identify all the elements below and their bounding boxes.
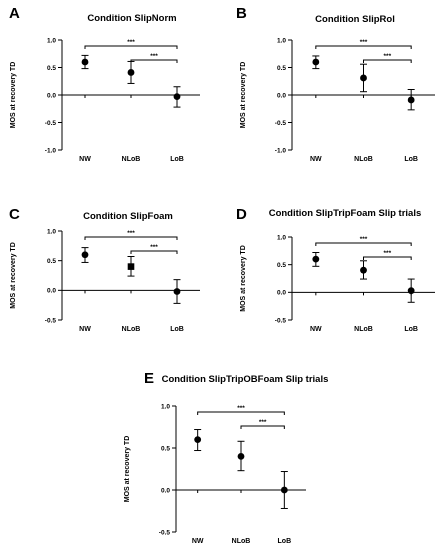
y-axis-label: MOS at recovery TD <box>10 62 17 129</box>
data-point <box>312 255 320 263</box>
x-category-label: NW <box>79 156 91 163</box>
data-point <box>173 93 181 101</box>
y-tick-label: -0.5 <box>275 120 287 127</box>
panel-c: C Condition SlipFoam MOS at recovery TD 1.0… <box>9 206 200 333</box>
significance-bracket <box>363 256 412 260</box>
significance-bracket <box>363 59 412 63</box>
x-category-label: NLoB <box>354 326 373 333</box>
y-tick-label: 0.5 <box>277 65 286 72</box>
y-tick-label: -0.5 <box>45 317 57 324</box>
y-tick-label: -0.5 <box>45 120 57 127</box>
significance-label: *** <box>384 53 392 60</box>
significance-label: *** <box>259 419 267 426</box>
panel-e: E Condition SlipTripOBFoam Slip trials MOS… <box>124 370 328 545</box>
y-tick-label: 0.5 <box>161 445 170 452</box>
significance-bracket <box>315 242 412 246</box>
y-tick-label: 0.0 <box>47 92 56 99</box>
y-tick-label: 1.0 <box>161 403 170 410</box>
significance-bracket <box>84 45 178 49</box>
y-tick-label: -1.0 <box>275 147 287 154</box>
y-tick-label: -1.0 <box>45 147 57 154</box>
data-point <box>407 96 415 104</box>
y-tick-label: 0.5 <box>277 262 286 269</box>
data-point <box>127 69 135 76</box>
panel-letter: D <box>236 206 247 223</box>
x-category-label: NW <box>310 156 322 163</box>
y-axis-label: MOS at recovery TD <box>240 62 247 129</box>
data-point <box>81 251 89 259</box>
data-point <box>312 58 320 66</box>
panel-b: B Condition SlipRol MOS at recovery TD 1.0 0… <box>236 5 435 163</box>
significance-label: *** <box>127 39 135 46</box>
y-tick-label: -0.5 <box>275 317 287 324</box>
x-category-label: NLoB <box>354 156 373 163</box>
y-tick-label: 1.0 <box>277 234 286 241</box>
y-tick-label: 0.0 <box>277 290 286 297</box>
y-tick-label: 0.5 <box>47 258 56 265</box>
data-point <box>280 486 288 494</box>
x-category-label: LoB <box>404 326 418 333</box>
x-category-label: NLoB <box>232 538 251 545</box>
y-tick-label: 0.0 <box>277 92 286 99</box>
significance-bracket <box>315 45 412 49</box>
data-point <box>81 58 89 66</box>
y-tick-label: 0.0 <box>161 487 170 494</box>
data-point <box>127 263 135 270</box>
chart-title: Condition SlipFoam <box>83 211 173 222</box>
y-tick-label: 1.0 <box>47 37 56 44</box>
x-category-label: NLoB <box>122 326 141 333</box>
chart-title: Condition SlipNorm <box>87 13 176 24</box>
data-point <box>194 436 202 443</box>
y-axis-label: MOS at recovery TD <box>240 245 247 312</box>
x-category-label: LoB <box>170 326 184 333</box>
significance-bracket <box>130 250 178 254</box>
panel-letter: B <box>236 5 247 22</box>
panel-a: A Condition SlipNorm MOS at recovery TD 1.0… <box>9 5 200 163</box>
y-axis-label: MOS at recovery TD <box>124 436 131 503</box>
significance-label: *** <box>237 405 245 412</box>
significance-bracket <box>130 59 178 63</box>
y-tick-label: 0.5 <box>47 65 56 72</box>
y-tick-label: 1.0 <box>47 228 56 235</box>
y-tick-label: 0.0 <box>47 288 56 295</box>
panel-letter: A <box>9 5 20 22</box>
significance-label: *** <box>384 250 392 257</box>
x-category-label: LoB <box>278 538 292 545</box>
x-category-label: NLoB <box>122 156 141 163</box>
significance-label: *** <box>360 236 368 243</box>
panel-d: D Condition SlipTripFoam Slip trials MOS a… <box>236 206 435 333</box>
data-point <box>360 266 367 274</box>
x-category-label: LoB <box>170 156 184 163</box>
chart-title: Condition SlipRol <box>315 14 395 25</box>
significance-bracket <box>240 425 285 429</box>
x-category-label: NW <box>310 326 322 333</box>
chart-title: Condition SlipTripOBFoam Slip trials <box>162 374 329 385</box>
x-category-label: LoB <box>404 156 418 163</box>
panel-letter: E <box>144 370 154 387</box>
data-point <box>360 74 367 82</box>
data-point <box>173 288 181 295</box>
x-category-label: NW <box>79 326 91 333</box>
x-category-label: NW <box>192 538 204 545</box>
data-point <box>407 287 415 295</box>
significance-label: *** <box>150 244 158 251</box>
significance-bracket <box>84 236 178 240</box>
significance-bracket <box>197 411 285 415</box>
significance-label: *** <box>150 53 158 60</box>
significance-label: *** <box>360 39 368 46</box>
data-point <box>237 453 245 460</box>
y-axis-label: MOS at recovery TD <box>10 242 17 309</box>
panels: A Condition SlipNorm MOS at recovery TD 1.0… <box>9 5 435 545</box>
significance-label: *** <box>127 230 135 237</box>
chart-title: Condition SlipTripFoam Slip trials <box>269 208 422 219</box>
panel-letter: C <box>9 206 20 223</box>
y-tick-label: 1.0 <box>277 37 286 44</box>
y-tick-label: -0.5 <box>159 529 171 536</box>
